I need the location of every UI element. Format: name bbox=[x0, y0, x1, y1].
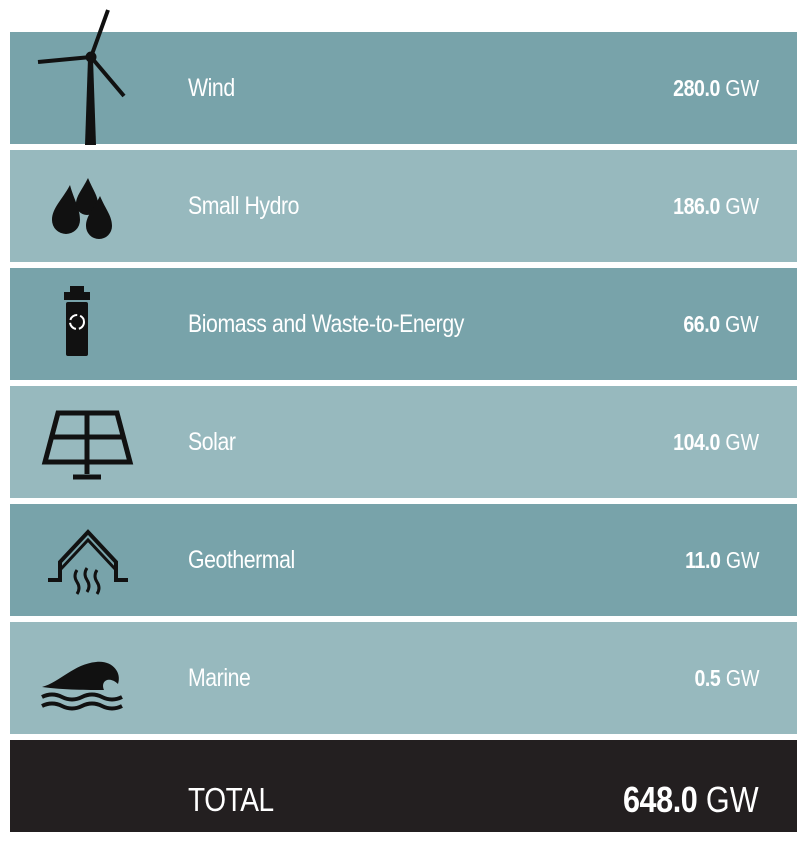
icons bbox=[37, 9, 134, 711]
page: Wind 280.0 GW Small Hydro 186.0 GW Biomass a… bbox=[10, 9, 797, 832]
value-number: 0.5 bbox=[693, 665, 720, 691]
solar-icon bbox=[41, 410, 134, 480]
row-value: 11.0 GW bbox=[685, 504, 759, 616]
row-value: 186.0 GW bbox=[673, 150, 759, 262]
row: Solar 104.0 GW bbox=[10, 386, 797, 498]
value-unit: GW bbox=[725, 547, 759, 573]
row-label: Geothermal bbox=[188, 546, 295, 574]
value-unit: GW bbox=[725, 311, 759, 337]
value-unit: GW bbox=[725, 429, 759, 455]
value-number: 186.0 bbox=[673, 193, 720, 219]
marine-icon bbox=[41, 661, 123, 711]
row-value: 648.0 GW bbox=[623, 740, 759, 860]
row-value: 280.0 GW bbox=[673, 32, 759, 144]
value-unit: GW bbox=[725, 193, 759, 219]
row-value: 66.0 GW bbox=[684, 268, 759, 380]
value-number: 648.0 bbox=[623, 779, 698, 820]
row-value: 0.5 GW bbox=[694, 622, 759, 734]
value-unit: GW bbox=[706, 779, 759, 820]
geothermal-icon bbox=[48, 529, 128, 595]
value-number: 280.0 bbox=[673, 75, 720, 101]
row-label: Marine bbox=[188, 664, 251, 692]
row-value: 104.0 GW bbox=[673, 386, 759, 498]
row-label: Wind bbox=[188, 74, 235, 102]
row-label: Solar bbox=[188, 428, 236, 456]
row: Biomass and Waste-to-Energy 66.0 GW bbox=[10, 268, 797, 380]
value-unit: GW bbox=[725, 75, 759, 101]
row: TOTAL 648.0 GW bbox=[10, 740, 797, 832]
row: Geothermal 11.0 GW bbox=[10, 504, 797, 616]
row-label: Small Hydro bbox=[188, 192, 300, 220]
value-unit: GW bbox=[725, 665, 759, 691]
row-label: Biomass and Waste-to-Energy bbox=[188, 310, 464, 338]
wind-icon bbox=[37, 9, 126, 145]
bin-icon bbox=[64, 286, 90, 356]
value-number: 104.0 bbox=[673, 429, 720, 455]
row-label: TOTAL bbox=[188, 781, 274, 818]
row: Small Hydro 186.0 GW bbox=[10, 150, 797, 262]
hydro-icon bbox=[52, 178, 112, 239]
row: Wind 280.0 GW bbox=[10, 32, 797, 144]
row: Marine 0.5 GW bbox=[10, 622, 797, 734]
value-number: 11.0 bbox=[684, 547, 721, 573]
value-number: 66.0 bbox=[683, 311, 721, 337]
